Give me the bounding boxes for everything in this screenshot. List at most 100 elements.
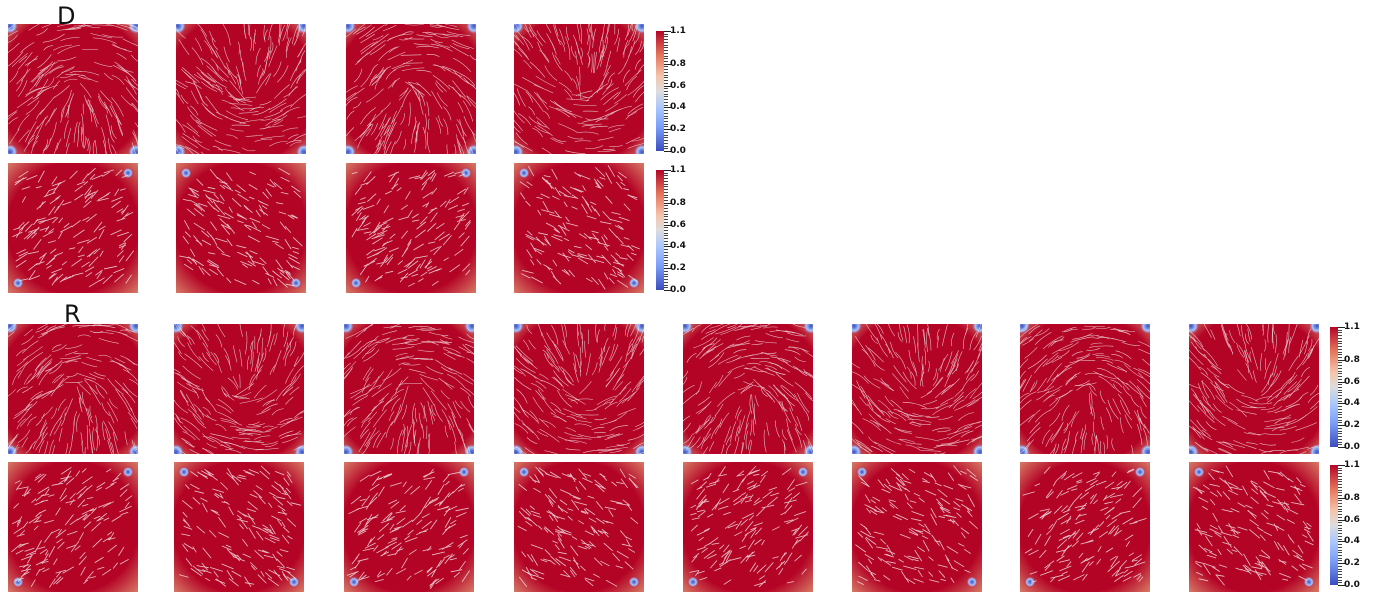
defect-marker: [8, 143, 19, 154]
colorbar-minor-tick: [1338, 538, 1342, 540]
colorbar-minor-tick: [664, 74, 668, 76]
colorbar-tick-label: 0.8: [670, 197, 686, 208]
colorbar-minor-tick: [1338, 378, 1342, 380]
field-panel: [8, 462, 138, 592]
field-panel: [8, 163, 138, 293]
field-panel: [852, 462, 982, 592]
defect-marker: [802, 324, 813, 335]
colorbar-tick-label: 0.0: [670, 146, 686, 156]
colorbar-minor-tick: [664, 287, 668, 289]
field-panel: [344, 324, 474, 454]
colorbar-tick-label: 0.4: [1344, 398, 1360, 409]
colorbar-tick: [1338, 497, 1345, 499]
defect-marker: [1303, 576, 1315, 588]
colorbar-minor-tick: [1338, 362, 1342, 364]
colorbar-tick: [664, 85, 671, 87]
colorbar-minor-tick: [1338, 444, 1342, 446]
streamlines: [8, 324, 138, 454]
colorbar-tick-label: 0.6: [1344, 514, 1360, 525]
colorbar-minor-tick: [664, 77, 668, 79]
colorbar-minor-tick: [664, 257, 668, 259]
defect-marker: [628, 576, 640, 588]
colorbar-minor-tick: [1338, 470, 1342, 472]
colorbar-minor-tick: [1338, 495, 1342, 496]
streamlines: [517, 466, 639, 587]
colorbar-tick-label: 0.6: [670, 219, 686, 230]
streamlines: [346, 468, 470, 590]
colorbar-minor-tick: [664, 99, 668, 101]
colorbar-minor-tick: [1338, 582, 1342, 584]
field-background: [514, 163, 644, 293]
colorbar-minor-tick: [664, 186, 668, 188]
colorbar-minor-tick: [1338, 387, 1342, 388]
colorbar-tick-label: 0.6: [670, 80, 686, 91]
defect-marker: [514, 24, 525, 35]
colorbar-minor-tick: [1338, 557, 1342, 559]
defect-marker: [518, 167, 530, 179]
colorbar-minor-tick: [664, 82, 668, 84]
defect-marker: [344, 443, 355, 454]
colorbar-minor-tick: [1338, 546, 1342, 548]
colorbar-minor-tick: [1338, 533, 1342, 535]
colorbar-minor-tick: [664, 104, 668, 106]
colorbar-minor-tick: [664, 142, 668, 144]
colorbar-minor-tick: [664, 69, 668, 71]
streamlines: [514, 24, 644, 154]
colorbar-minor-tick: [664, 110, 668, 112]
colorbar-tick-label: 0.4: [670, 102, 686, 113]
defect-marker: [802, 443, 813, 454]
colorbar-minor-tick: [1338, 392, 1342, 394]
colorbar-minor-tick: [664, 180, 668, 182]
streamlines: [519, 165, 640, 290]
defect-marker: [1189, 443, 1200, 454]
colorbar-minor-tick: [1338, 332, 1342, 334]
colorbar-tick-label: 0.4: [670, 241, 686, 252]
defect-marker: [346, 24, 357, 35]
colorbar-minor-tick: [664, 240, 668, 242]
colorbar-minor-tick: [664, 93, 668, 95]
streamlines: [855, 465, 978, 585]
colorbar-minor-tick: [1338, 373, 1342, 375]
streamlines: [1192, 465, 1314, 586]
field-panel: [514, 324, 644, 454]
field-panel: [514, 24, 644, 154]
field-panel: [346, 163, 476, 293]
colorbar-tick-label: 1.1: [1344, 460, 1360, 470]
colorbar-minor-tick: [1338, 489, 1342, 491]
field-panel: [514, 462, 644, 592]
colorbar-tick: [664, 246, 671, 248]
field-background: [8, 24, 138, 154]
field-panel: [1189, 462, 1319, 592]
defect-marker: [295, 143, 306, 154]
colorbar-minor-tick: [1338, 335, 1342, 337]
colorbar-minor-tick: [664, 191, 668, 193]
streamlines: [12, 167, 134, 288]
colorbar-minor-tick: [1338, 503, 1342, 505]
colorbar-minor-tick: [664, 55, 668, 57]
streamlines: [174, 324, 304, 454]
colorbar-minor-tick: [664, 80, 668, 82]
colorbar-minor-tick: [664, 112, 668, 114]
colorbar-tick: [1338, 359, 1345, 361]
colorbar-minor-tick: [1338, 527, 1342, 529]
colorbar-tick: [664, 31, 671, 32]
defect-marker: [687, 576, 699, 588]
colorbar-minor-tick: [664, 270, 668, 272]
colorbar-tick: [1338, 327, 1345, 328]
colorbar-tick-label: 1.1: [670, 26, 686, 36]
colorbar-tick-label: 0.8: [670, 58, 686, 69]
colorbar-minor-tick: [1338, 397, 1342, 399]
colorbar-minor-tick: [1338, 376, 1342, 378]
colorbar-tick: [664, 170, 671, 171]
colorbar-minor-tick: [664, 243, 668, 245]
defect-marker: [1189, 324, 1200, 335]
colorbar-minor-tick: [1338, 516, 1342, 518]
defect-marker: [344, 324, 355, 335]
colorbar-minor-tick: [1338, 571, 1342, 573]
colorbar-minor-tick: [664, 273, 668, 275]
colorbar-tick: [664, 224, 671, 226]
defect-marker: [350, 277, 362, 289]
colorbar-minor-tick: [664, 200, 668, 201]
colorbar-minor-tick: [664, 281, 668, 283]
colorbar-minor-tick: [1338, 433, 1342, 435]
